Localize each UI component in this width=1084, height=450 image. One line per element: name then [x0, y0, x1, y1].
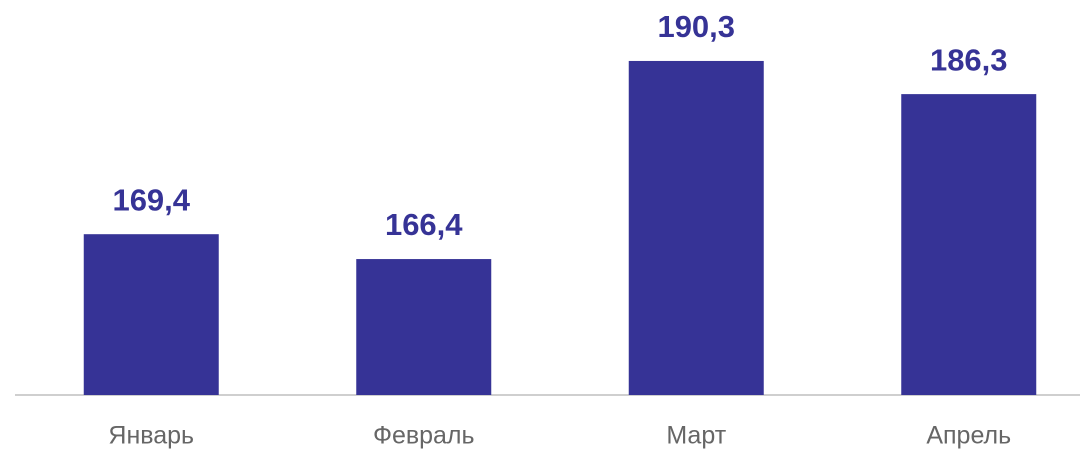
bar: [83, 234, 219, 395]
bar: [628, 60, 764, 396]
x-tick-label: Февраль: [373, 422, 475, 450]
x-tick-label: Январь: [108, 422, 194, 450]
bar: [901, 94, 1037, 395]
value-label: 186,3: [930, 42, 1008, 77]
bar: [356, 259, 492, 395]
value-label: 166,4: [385, 207, 463, 242]
value-label: 190,3: [657, 9, 735, 44]
value-label: 169,4: [112, 182, 190, 217]
x-tick-label: Апрель: [926, 422, 1011, 450]
x-tick-label: Март: [666, 422, 726, 450]
